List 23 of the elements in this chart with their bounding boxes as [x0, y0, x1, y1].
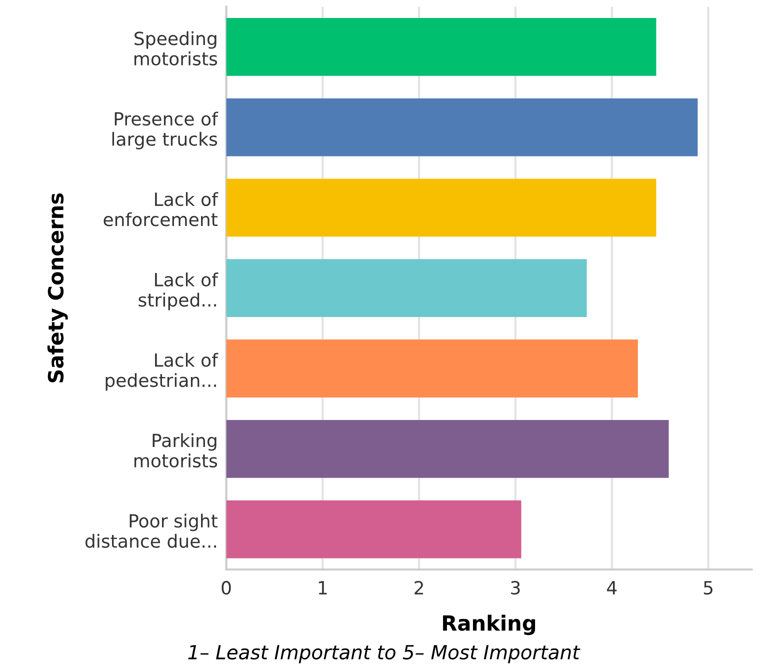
bar [226, 98, 698, 156]
text: 1– Least Important to 5– Most Important [188, 645, 580, 664]
x-tick-label: 1 [318, 581, 327, 594]
x-tick-label: 0 [222, 580, 231, 595]
y-tick-label: Parking motorists [134, 433, 218, 468]
x-tick-label: 5 [704, 581, 712, 595]
y-axis-title: Safety Concerns [47, 193, 68, 382]
bar [226, 259, 587, 318]
y-tick-label: Poor sight distance due... [85, 514, 218, 548]
x-tick-label: 4 [607, 581, 617, 594]
bar [226, 500, 522, 558]
y-tick-label: Lack of enforcement [104, 192, 218, 226]
x-tick-label: 3 [511, 580, 520, 595]
x-tick-label: 2 [414, 580, 424, 594]
bar [226, 178, 656, 237]
x-axis-title: Ranking [443, 614, 536, 636]
y-tick-label: Speeding motorists [134, 31, 218, 66]
y-tick-label: Lack of pedestrian... [106, 352, 218, 391]
y-tick-label: Presence of large trucks [112, 112, 218, 150]
bar [226, 18, 656, 76]
y-tick-label: Lack of striped... [138, 272, 218, 310]
bar [226, 340, 638, 398]
bar [226, 420, 669, 478]
